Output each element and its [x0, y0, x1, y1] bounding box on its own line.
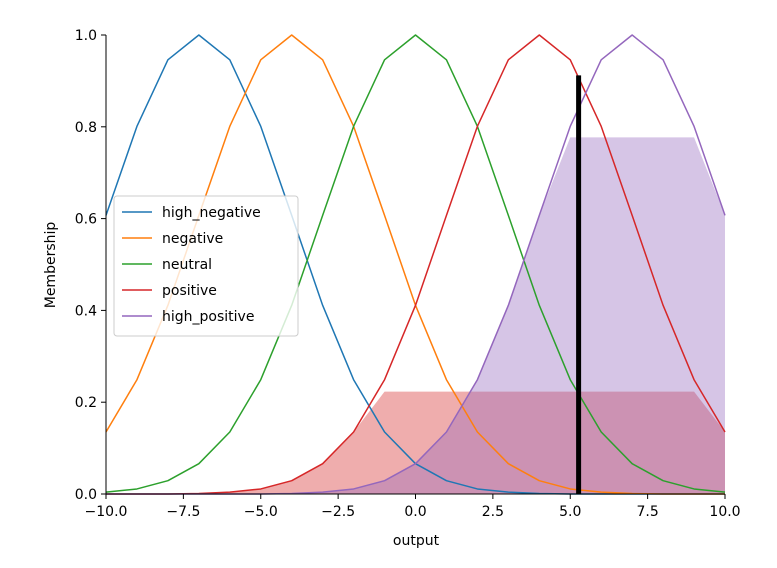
x-tick-label: 0.0 [404, 504, 426, 520]
x-tick-label: 2.5 [482, 504, 504, 520]
activation-fills [106, 137, 725, 495]
x-tick-label: 7.5 [636, 504, 658, 520]
y-tick-label: 0.6 [75, 212, 97, 228]
x-tick-label: −7.5 [166, 504, 200, 520]
legend-box [113, 195, 299, 337]
x-tick-label: 5.0 [559, 504, 581, 520]
y-ticks: 0.0 0.2 0.4 0.6 0.8 1.0 [75, 28, 106, 503]
y-tick-label: 0.2 [75, 395, 97, 411]
legend-label-high-positive: high_positive [162, 309, 254, 325]
y-tick-label: 0.8 [75, 120, 97, 136]
x-tick-label: −5.0 [244, 504, 278, 520]
y-axis-label: Membership [43, 222, 59, 309]
activation-fill-positive [106, 391, 725, 494]
x-axis-label: output [393, 533, 440, 549]
series-line-positive [106, 34, 726, 495]
x-ticks: −10.0 −7.5 −5.0 −2.5 0.0 2.5 5.0 7.5 10.0 [85, 494, 741, 520]
y-tick-label: 0.0 [75, 487, 97, 503]
y-tick-label: 0.4 [75, 303, 97, 319]
x-tick-label: 10.0 [709, 504, 740, 520]
legend-label-negative: negative [162, 231, 223, 247]
x-tick-label: −2.5 [321, 504, 355, 520]
y-tick-label: 1.0 [75, 28, 97, 44]
legend-label-high-negative: high_negative [162, 205, 261, 221]
activation-fill-high-positive [106, 137, 725, 495]
legend: high_negative negative neutral positive high… [113, 195, 299, 337]
legend-label-neutral: neutral [162, 257, 212, 273]
x-tick-label: −10.0 [85, 504, 128, 520]
legend-label-positive: positive [162, 283, 217, 299]
series-line-neutral [105, 34, 726, 493]
